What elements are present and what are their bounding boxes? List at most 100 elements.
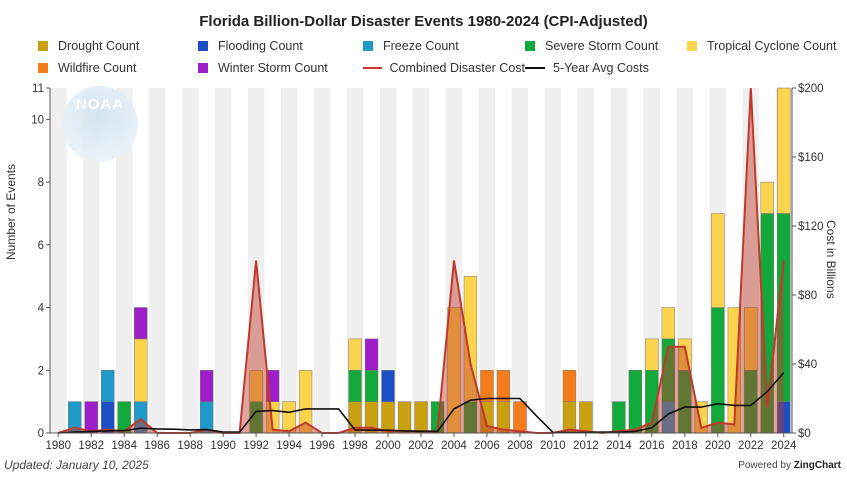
x-tick-label: 2020 bbox=[705, 440, 731, 452]
x-tick-label: 2016 bbox=[639, 440, 665, 452]
bar-winter-1989 bbox=[199, 370, 214, 402]
x-tick-label: 2024 bbox=[771, 440, 797, 452]
y2-tick-label: $200 bbox=[798, 83, 824, 95]
x-tick-label: 2004 bbox=[441, 440, 467, 452]
legend-swatch-tropical-cyclone bbox=[687, 41, 697, 51]
x-tick-label: 1992 bbox=[243, 440, 269, 452]
x-tick-label: 2000 bbox=[375, 440, 401, 452]
updated-date: Updated: January 10, 2025 bbox=[4, 458, 149, 472]
bar-tropical-1992 bbox=[249, 370, 263, 402]
bar-tropical-1998 bbox=[348, 338, 362, 371]
bar-wildfire-2011 bbox=[562, 370, 577, 402]
powered-by[interactable]: Powered by ZingChart bbox=[738, 460, 841, 471]
plot-band bbox=[115, 88, 133, 433]
x-tick-label: 1994 bbox=[276, 440, 302, 452]
legend-line-avg-cost bbox=[525, 67, 545, 69]
bar-wildfire-2006 bbox=[480, 370, 494, 402]
legend-swatch-wildfire bbox=[38, 63, 48, 73]
y-tick-label: 2 bbox=[38, 365, 44, 377]
bar-drought-2000 bbox=[381, 401, 395, 434]
legend-label-winter-storm: Winter Storm Count bbox=[218, 61, 328, 75]
line-avg-cost bbox=[58, 372, 785, 434]
bar-tropical-2020 bbox=[711, 213, 725, 308]
bar-severe-1998 bbox=[348, 370, 362, 402]
legend-swatch-severe-storm bbox=[525, 41, 535, 51]
x-tick-label: 2008 bbox=[507, 440, 533, 452]
x-tick-label: 1988 bbox=[177, 440, 203, 452]
legend-item-wildfire[interactable]: Wildfire Count bbox=[38, 60, 198, 76]
legend-label-wildfire: Wildfire Count bbox=[58, 61, 137, 75]
bar-tropical-2022 bbox=[744, 307, 758, 371]
legend-label-freeze: Freeze Count bbox=[383, 39, 459, 53]
plot-band bbox=[610, 88, 628, 433]
x-tick-label: 2018 bbox=[672, 440, 698, 452]
legend-item-combined-cost[interactable]: Combined Disaster Cost bbox=[363, 60, 525, 76]
legend-item-flooding[interactable]: Flooding Count bbox=[198, 38, 363, 54]
legend-item-avg-cost[interactable]: 5-Year Avg Costs bbox=[525, 60, 687, 76]
y2-axis-label: Cost in Billions bbox=[824, 220, 838, 299]
plot-band bbox=[577, 88, 595, 433]
bar-tropical-2005 bbox=[463, 275, 478, 402]
x-tick-label: 2010 bbox=[540, 440, 566, 452]
y2-tick-label: $40 bbox=[798, 359, 817, 371]
legend-swatch-drought bbox=[38, 41, 48, 51]
bar-drought-2012 bbox=[579, 401, 593, 434]
noaa-logo-text: NOAA bbox=[75, 96, 125, 113]
bar-tropical-2017 bbox=[661, 307, 676, 340]
plot-band bbox=[148, 88, 166, 433]
x-tick-label: 1980 bbox=[45, 440, 71, 452]
x-tick-label: 1990 bbox=[210, 440, 236, 452]
legend-label-combined-cost: Combined Disaster Cost bbox=[389, 61, 525, 75]
plot-band bbox=[412, 88, 430, 433]
x-tick-label: 1984 bbox=[111, 440, 137, 452]
bar-severe-2014 bbox=[612, 401, 626, 434]
y2-tick-label: $160 bbox=[798, 152, 824, 164]
legend-item-freeze[interactable]: Freeze Count bbox=[363, 38, 525, 54]
plot-band bbox=[181, 88, 199, 433]
bar-severe-1999 bbox=[364, 370, 379, 402]
x-tick-label: 1996 bbox=[309, 440, 335, 452]
legend-label-drought: Drought Count bbox=[58, 39, 140, 53]
legend-label-severe-storm: Severe Storm Count bbox=[545, 39, 659, 53]
plot-band bbox=[214, 88, 232, 433]
bar-tropical-1985 bbox=[134, 338, 148, 402]
chart-legend: Drought Count Flooding Count Freeze Coun… bbox=[38, 38, 838, 76]
plot-band bbox=[544, 88, 562, 433]
legend-item-tropical-cyclone[interactable]: Tropical Cyclone Count bbox=[687, 38, 847, 54]
noaa-logo: NOAA bbox=[62, 86, 138, 162]
axes: 0 2 4 6 8 10 11 $0 $40 $80 $120 $160 $200 1980 1982 198… bbox=[31, 83, 823, 452]
plot-band bbox=[511, 88, 529, 433]
y2-tick-label: $0 bbox=[798, 428, 811, 440]
bar-tropical-2016 bbox=[645, 338, 659, 371]
x-tick-label: 2014 bbox=[606, 440, 632, 452]
chart-title: Florida Billion-Dollar Disaster Events 1… bbox=[199, 13, 648, 30]
bar-drought-2002 bbox=[414, 401, 428, 434]
bar-flooding-2000 bbox=[381, 370, 395, 402]
legend-swatch-flooding bbox=[198, 41, 208, 51]
powered-by-text: Powered by bbox=[738, 460, 791, 471]
y-axis-label: Number of Events bbox=[4, 163, 18, 260]
bar-winter-1999 bbox=[364, 338, 379, 371]
legend-swatch-freeze bbox=[363, 41, 373, 51]
y-tick-label: 10 bbox=[31, 114, 44, 126]
plot-band bbox=[280, 88, 298, 433]
bar-tropical-2023 bbox=[760, 181, 774, 214]
legend-item-severe-storm[interactable]: Severe Storm Count bbox=[525, 38, 687, 54]
legend-line-combined-cost bbox=[363, 67, 382, 69]
bar-severe-2015 bbox=[628, 370, 643, 434]
x-tick-label: 2006 bbox=[474, 440, 500, 452]
legend-label-tropical-cyclone: Tropical Cyclone Count bbox=[707, 39, 837, 53]
x-tick-label: 1982 bbox=[78, 440, 104, 452]
bar-tropical-2024 bbox=[777, 87, 791, 214]
legend-item-winter-storm[interactable]: Winter Storm Count bbox=[198, 60, 363, 76]
legend-item-drought[interactable]: Drought Count bbox=[38, 38, 198, 54]
plot-band bbox=[379, 88, 397, 433]
bar-drought-2011 bbox=[562, 401, 577, 434]
x-tick-label: 2022 bbox=[738, 440, 764, 452]
bar-wildfire-2008 bbox=[513, 401, 527, 434]
y-tick-label: 11 bbox=[32, 83, 44, 95]
x-tick-label: 1998 bbox=[342, 440, 368, 452]
y-tick-label: 6 bbox=[38, 240, 44, 252]
bar-freeze-1983 bbox=[101, 370, 115, 402]
